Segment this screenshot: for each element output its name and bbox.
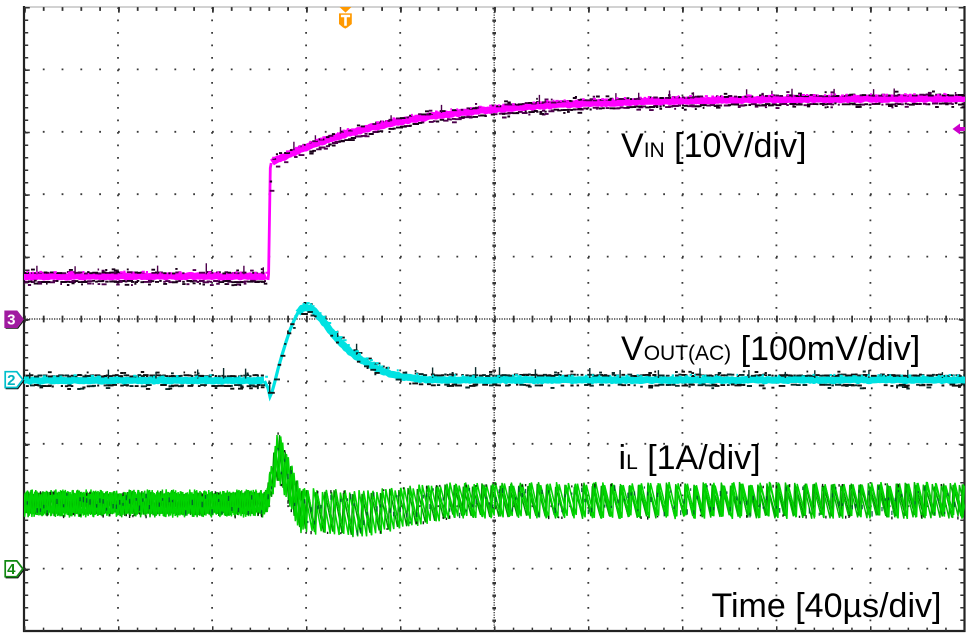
svg-text:Time [40µs/div]: Time [40µs/div] [712,587,942,625]
svg-text:4: 4 [7,561,16,578]
svg-text:2: 2 [7,372,15,389]
svg-text:iL [1A/div]: iL [1A/div] [619,439,761,477]
svg-text:3: 3 [7,312,15,329]
